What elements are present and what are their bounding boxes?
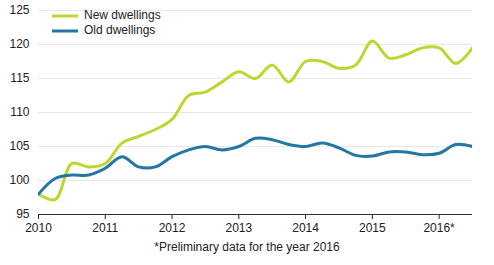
svg-text:2010: 2010 bbox=[25, 221, 52, 235]
svg-text:95: 95 bbox=[16, 207, 30, 221]
html-text:*Preliminary data for the year: *Preliminary data for the year 2016 bbox=[154, 240, 340, 254]
svg-text:2012: 2012 bbox=[159, 221, 186, 235]
svg-text:110: 110 bbox=[10, 105, 29, 119]
svg-text:2014: 2014 bbox=[292, 221, 319, 235]
svg-text:2015: 2015 bbox=[359, 221, 386, 235]
svg-text:120: 120 bbox=[9, 37, 29, 51]
html-text:New dwellings: New dwellings bbox=[84, 8, 161, 22]
svg-text:2011: 2011 bbox=[92, 221, 118, 235]
svg-text:105: 105 bbox=[9, 139, 29, 153]
svg-text:2013: 2013 bbox=[225, 221, 252, 235]
svg-text:2016*: 2016* bbox=[423, 221, 455, 235]
svg-text:125: 125 bbox=[9, 3, 29, 17]
svg-text:100: 100 bbox=[9, 173, 29, 187]
html-text:Old dwellings: Old dwellings bbox=[84, 23, 156, 37]
svg-text:115: 115 bbox=[10, 71, 29, 85]
